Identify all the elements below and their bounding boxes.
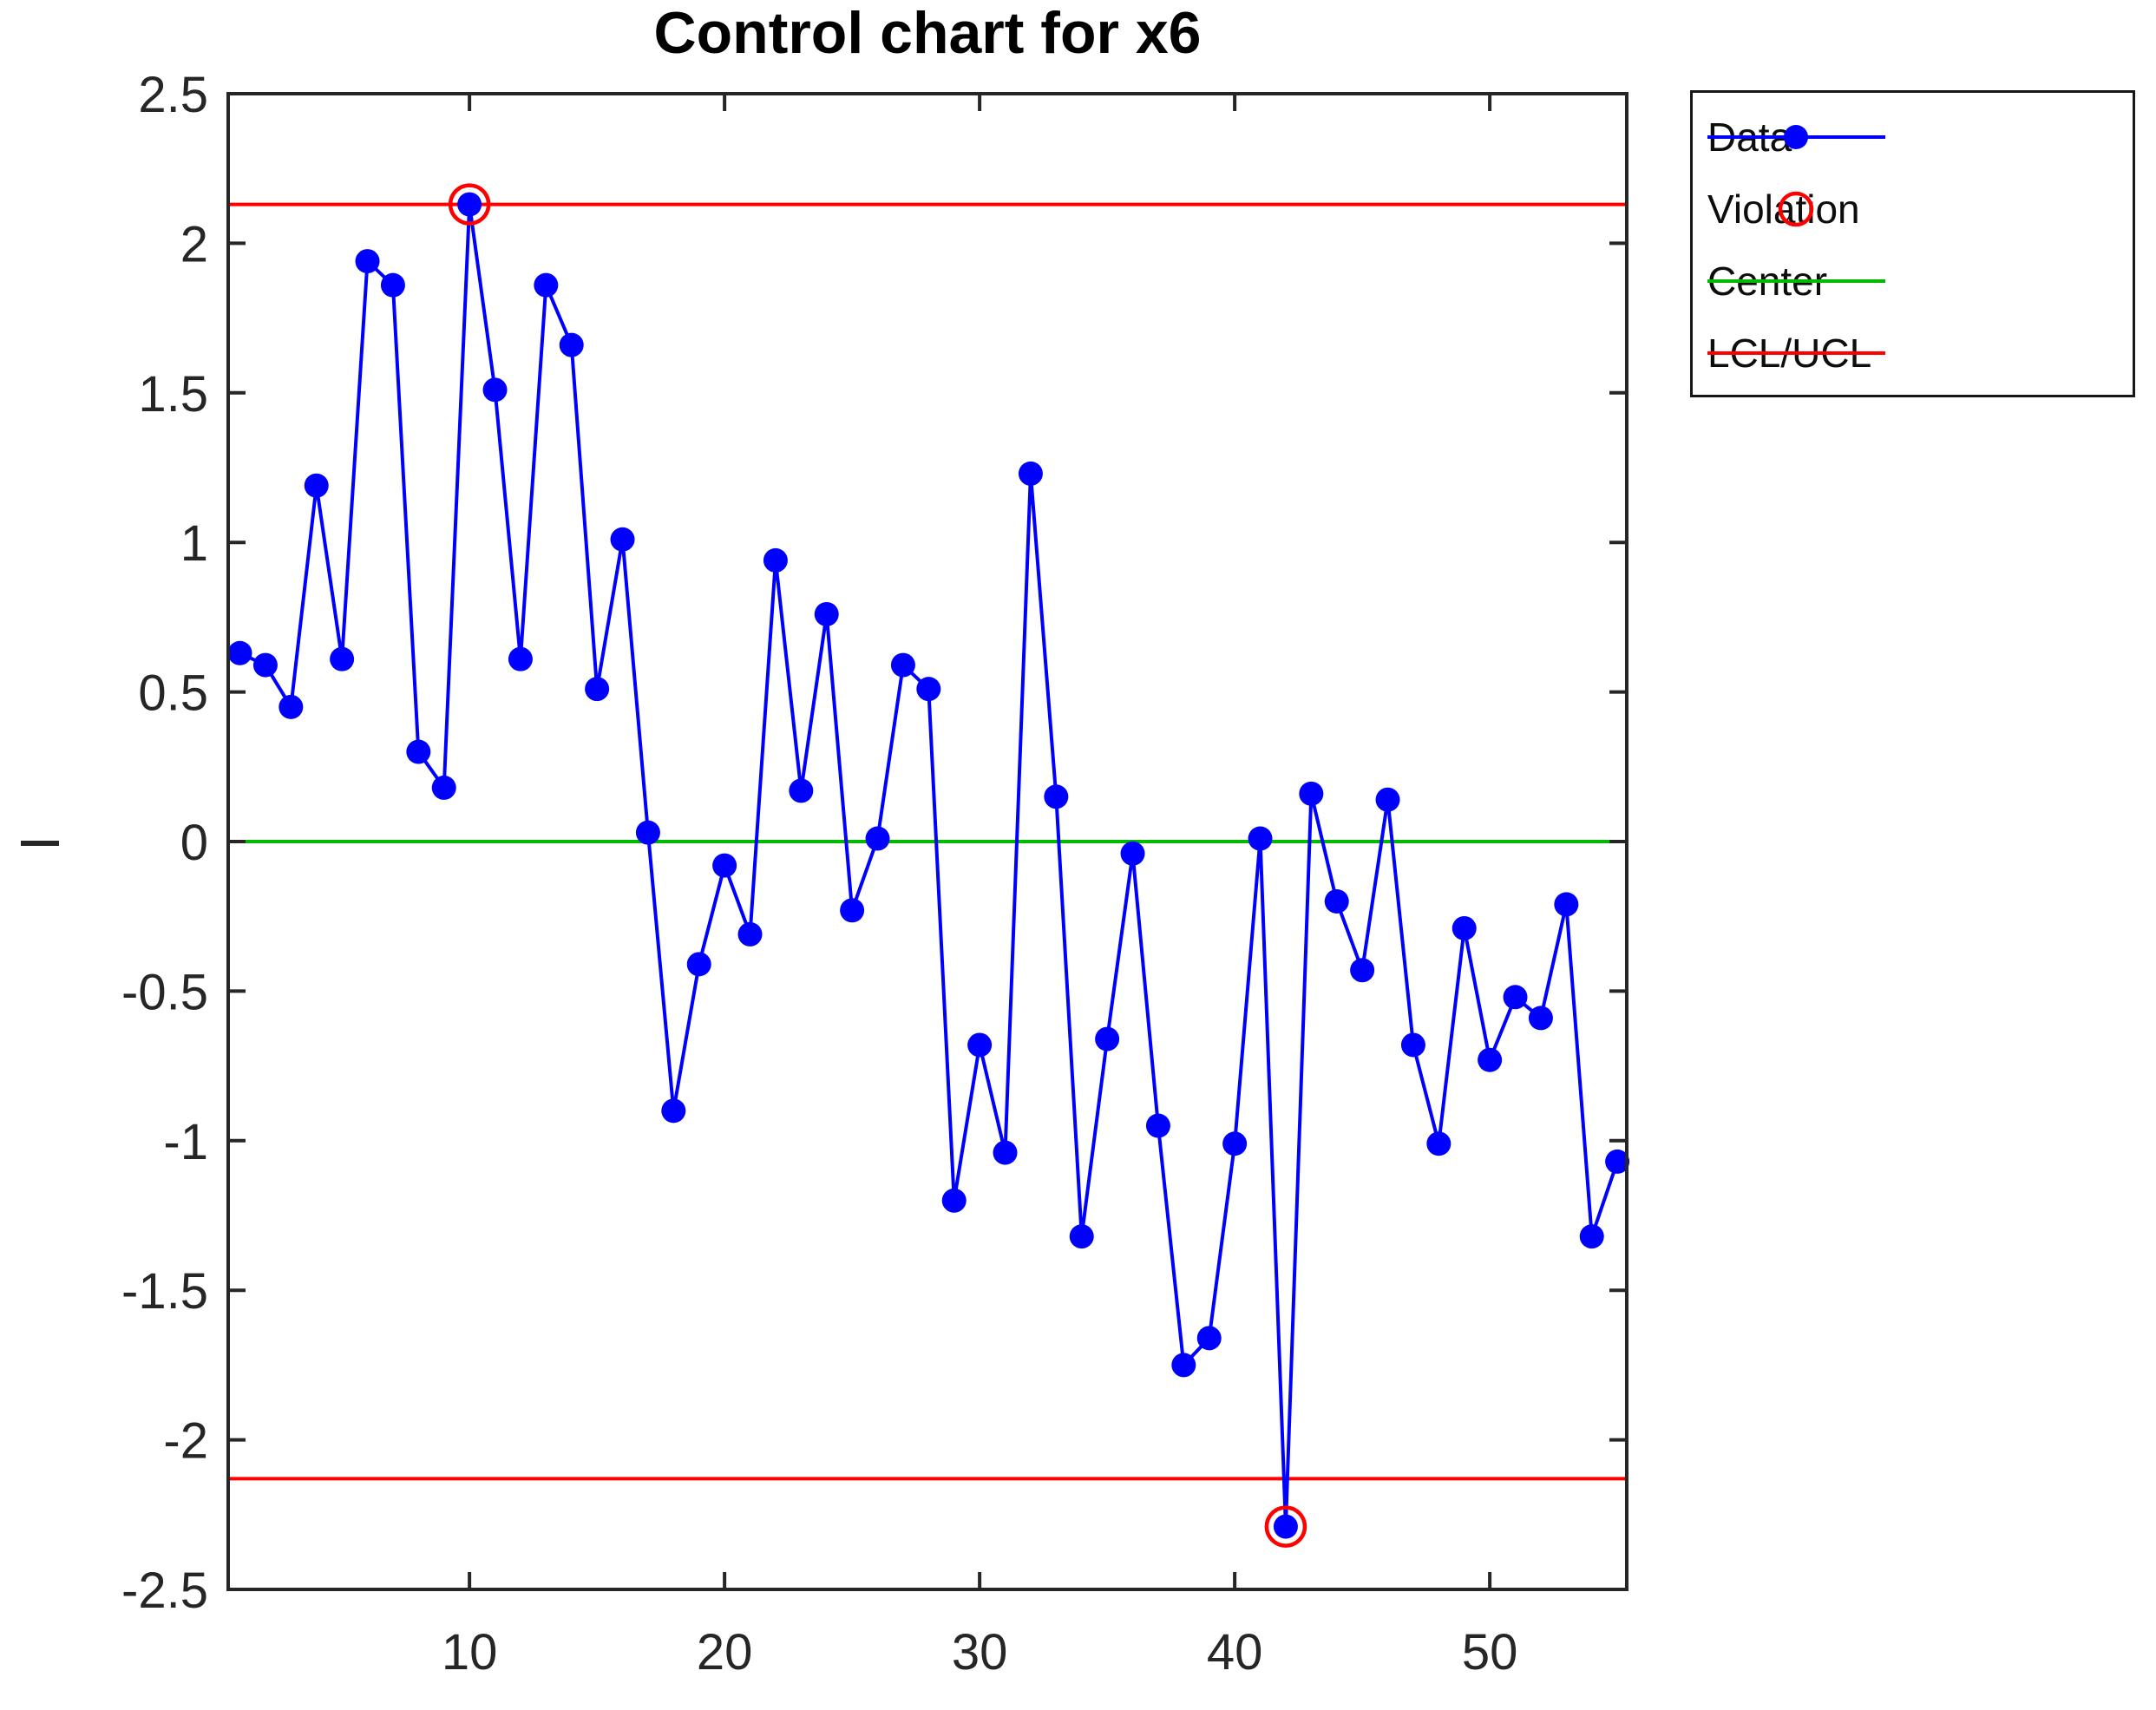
y-tick-label: -2	[163, 1413, 208, 1470]
data-marker	[763, 547, 788, 573]
legend: Data Violation Center LCL/UCL	[1690, 90, 2135, 397]
limit-line-swatch	[1707, 351, 1885, 355]
x-tick-label: 10	[442, 1624, 498, 1681]
y-tick-label: -2.5	[121, 1563, 208, 1619]
data-marker	[508, 646, 533, 672]
data-marker	[279, 694, 304, 719]
data-marker	[686, 952, 711, 977]
data-marker	[1095, 1026, 1120, 1052]
x-tick-label: 40	[1207, 1624, 1263, 1681]
data-marker	[1375, 787, 1400, 812]
legend-entry-data: Data	[1693, 117, 1885, 157]
data-marker	[227, 640, 252, 665]
data-marker	[1273, 1514, 1298, 1539]
y-tick-label: 0.5	[138, 665, 208, 722]
data-marker	[406, 739, 431, 764]
data-marker	[993, 1140, 1018, 1165]
data-marker	[1069, 1224, 1094, 1249]
data-marker	[635, 820, 660, 845]
y-tick-label: -1.5	[121, 1263, 208, 1320]
legend-entry-violation: Violation	[1693, 189, 1860, 229]
data-marker	[1171, 1353, 1196, 1378]
data-marker	[941, 1188, 967, 1213]
chart-title: Control chart for x6	[653, 0, 1202, 66]
y-tick-label: 0	[180, 815, 208, 871]
data-marker	[1478, 1047, 1503, 1072]
data-marker	[380, 272, 405, 298]
data-line-swatch	[1707, 125, 1885, 149]
violation-circle-icon	[1778, 191, 1814, 227]
data-marker	[712, 853, 737, 878]
data-marker	[661, 1098, 686, 1124]
data-marker	[1605, 1149, 1630, 1174]
data-marker	[355, 249, 380, 274]
data-marker	[585, 677, 610, 702]
data-marker	[1120, 841, 1145, 866]
data-marker	[559, 332, 584, 357]
data-marker	[1299, 781, 1324, 806]
data-marker	[457, 192, 482, 217]
data-marker	[1400, 1032, 1425, 1058]
data-marker	[1350, 958, 1375, 983]
violation-marker	[448, 183, 491, 226]
data-marker	[737, 921, 763, 947]
data-marker	[814, 601, 839, 626]
data-marker	[1452, 915, 1477, 940]
data-marker	[967, 1032, 993, 1058]
data-line	[239, 202, 1620, 1529]
data-marker	[1145, 1113, 1170, 1138]
data-marker	[1044, 784, 1069, 809]
data-marker	[1248, 826, 1273, 851]
legend-entry-lcl-ucl: LCL/UCL	[1693, 333, 1885, 373]
data-marker	[840, 898, 865, 923]
data-marker	[610, 527, 635, 552]
y-tick-label: 1.5	[138, 366, 208, 423]
data-marker	[330, 646, 355, 672]
data-marker	[431, 775, 456, 800]
x-tick-label: 30	[952, 1624, 1008, 1681]
data-marker	[534, 272, 559, 298]
y-tick-label: 2	[180, 216, 208, 272]
data-marker	[252, 652, 278, 678]
y-tick-label: 1	[180, 515, 208, 572]
data-marker	[890, 652, 915, 678]
data-marker	[482, 377, 508, 403]
y-tick-label: -1	[163, 1114, 208, 1170]
center-line-swatch	[1707, 279, 1885, 283]
data-marker	[1579, 1224, 1604, 1249]
data-marker	[865, 826, 890, 851]
legend-label-violation: Violation	[1707, 187, 1860, 232]
x-tick-label: 50	[1462, 1624, 1518, 1681]
y-tick-label: 2.5	[138, 67, 208, 123]
data-marker	[1426, 1131, 1452, 1156]
x-tick-label: 20	[697, 1624, 753, 1681]
data-marker	[1503, 985, 1528, 1010]
data-marker	[789, 778, 814, 803]
data-marker	[304, 473, 329, 498]
data-marker	[1222, 1131, 1248, 1156]
y-tick-label: -0.5	[121, 964, 208, 1020]
data-marker	[1528, 1006, 1553, 1031]
data-marker	[916, 677, 941, 702]
data-marker	[1196, 1326, 1222, 1351]
data-marker	[1554, 892, 1579, 917]
violation-marker	[1264, 1505, 1307, 1548]
data-marker	[1324, 888, 1349, 914]
data-marker	[1018, 461, 1043, 486]
legend-entry-center: Center	[1693, 261, 1885, 301]
